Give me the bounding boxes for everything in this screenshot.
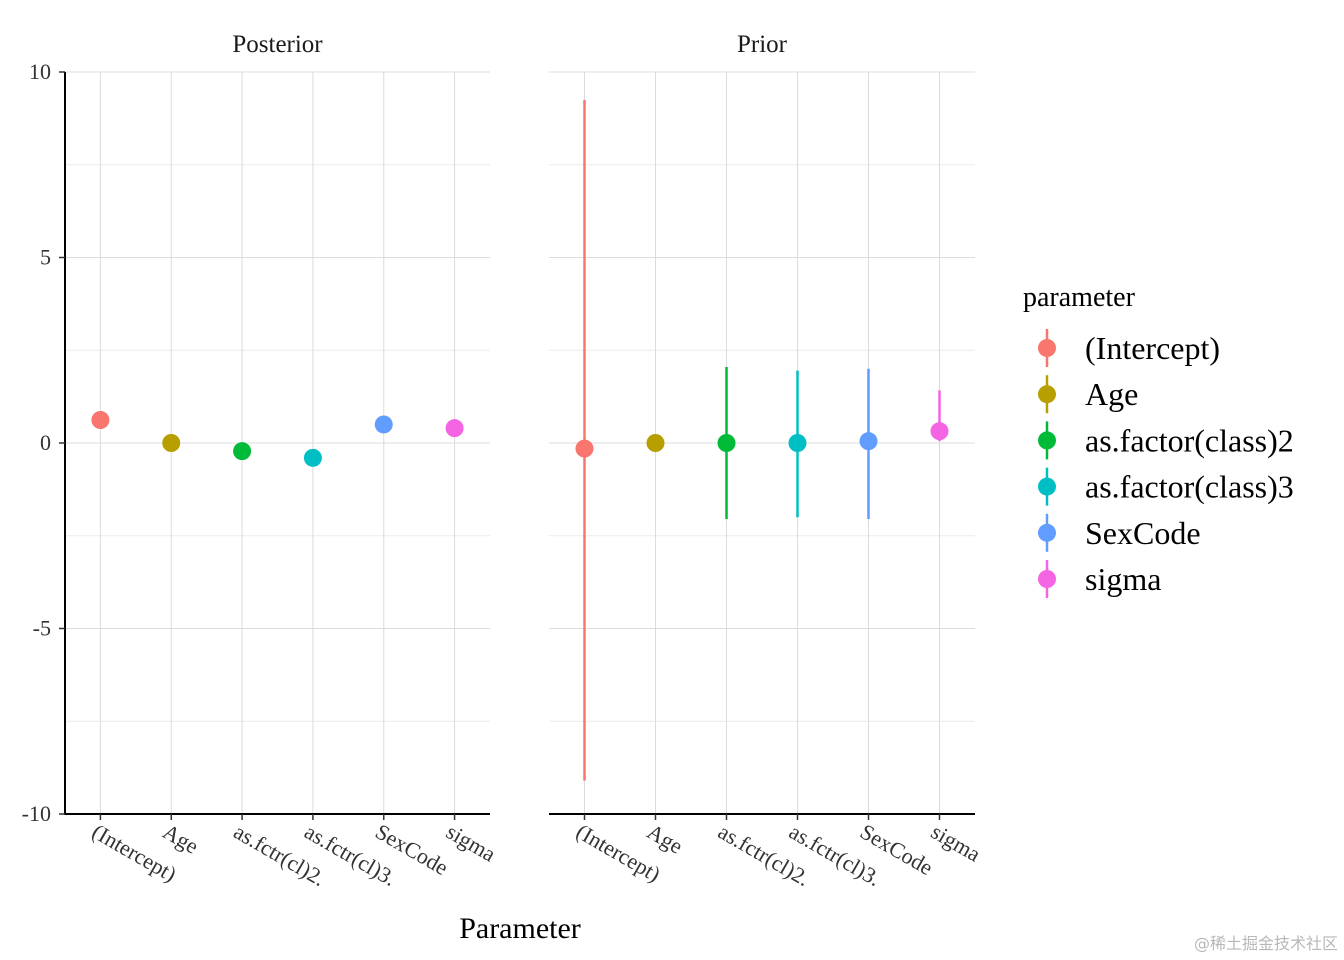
facet-title-prior: Prior (737, 31, 788, 58)
legend-key-point (1038, 339, 1056, 357)
watermark: @稀土掘金技术社区 (1193, 934, 1338, 953)
point-posterior (91, 410, 110, 429)
facet-title-posterior: Posterior (232, 31, 323, 58)
y-tick-label: 5 (40, 245, 51, 270)
point-prior (930, 422, 949, 441)
legend-key-point (1038, 570, 1056, 588)
legend-label: Age (1085, 376, 1138, 412)
point-prior (575, 439, 594, 458)
legend-key-point (1038, 385, 1056, 404)
legend-key-point (1038, 431, 1056, 450)
y-tick-label: -5 (33, 616, 51, 641)
x-tick-label: Age (643, 819, 687, 859)
x-axis-title: Parameter (459, 912, 581, 945)
x-tick-label: Age (159, 819, 203, 859)
point-prior (646, 434, 665, 452)
point-posterior (233, 442, 252, 461)
point-prior (788, 434, 807, 452)
y-tick-label: -10 (22, 801, 51, 826)
legend-label: (Intercept) (1085, 330, 1220, 366)
point-posterior (162, 434, 181, 452)
legend-label: as.factor(class)2 (1085, 422, 1294, 458)
point-prior (717, 434, 736, 452)
legend-label: as.factor(class)3 (1085, 469, 1294, 505)
legend-key-point (1038, 477, 1056, 496)
legend-key-point (1038, 523, 1056, 542)
legend-title: parameter (1023, 282, 1136, 313)
y-tick-label: 0 (40, 430, 51, 455)
y-tick-label: 10 (29, 59, 51, 84)
point-prior (859, 432, 878, 451)
point-posterior (445, 419, 464, 438)
legend-label: sigma (1085, 561, 1161, 597)
point-posterior (303, 448, 322, 467)
point-posterior (374, 415, 393, 434)
legend-label: SexCode (1085, 515, 1201, 551)
